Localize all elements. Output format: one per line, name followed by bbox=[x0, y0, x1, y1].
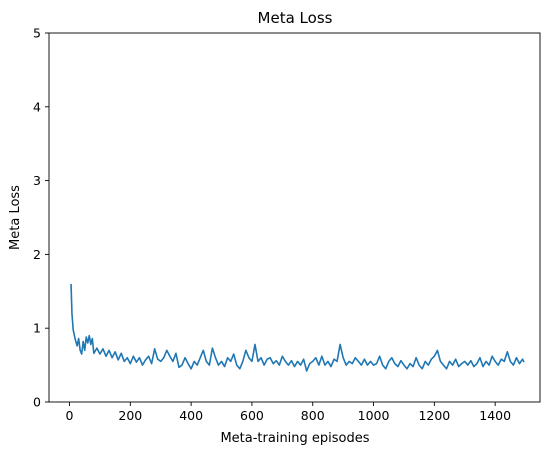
x-tick-label: 1400 bbox=[479, 408, 511, 423]
plot-frame bbox=[48, 32, 541, 403]
plot-area bbox=[70, 283, 525, 372]
y-tick-label: 0 bbox=[33, 395, 41, 410]
x-tick-label: 1200 bbox=[418, 408, 450, 423]
y-tick-label: 5 bbox=[33, 26, 41, 41]
meta-loss-line bbox=[70, 283, 525, 372]
chart-title: Meta Loss bbox=[258, 9, 333, 27]
y-tick-label: 1 bbox=[33, 321, 41, 336]
x-tick-label: 200 bbox=[118, 408, 142, 423]
x-tick-label: 600 bbox=[240, 408, 264, 423]
y-tick-label: 3 bbox=[33, 173, 41, 188]
x-tick-label: 0 bbox=[66, 408, 74, 423]
y-tick-label: 2 bbox=[33, 247, 41, 262]
y-axis-label: Meta Loss bbox=[8, 185, 23, 250]
x-tick-label: 400 bbox=[179, 408, 203, 423]
y-tick-label: 4 bbox=[33, 99, 41, 114]
x-axis-label: Meta-training episodes bbox=[220, 431, 369, 446]
x-tick-label: 800 bbox=[301, 408, 325, 423]
tick-group: 0 200 400 600 800 1000 1200 1400 0 1 2 3 4 5 bbox=[33, 26, 511, 424]
x-tick-label: 1000 bbox=[358, 408, 390, 423]
